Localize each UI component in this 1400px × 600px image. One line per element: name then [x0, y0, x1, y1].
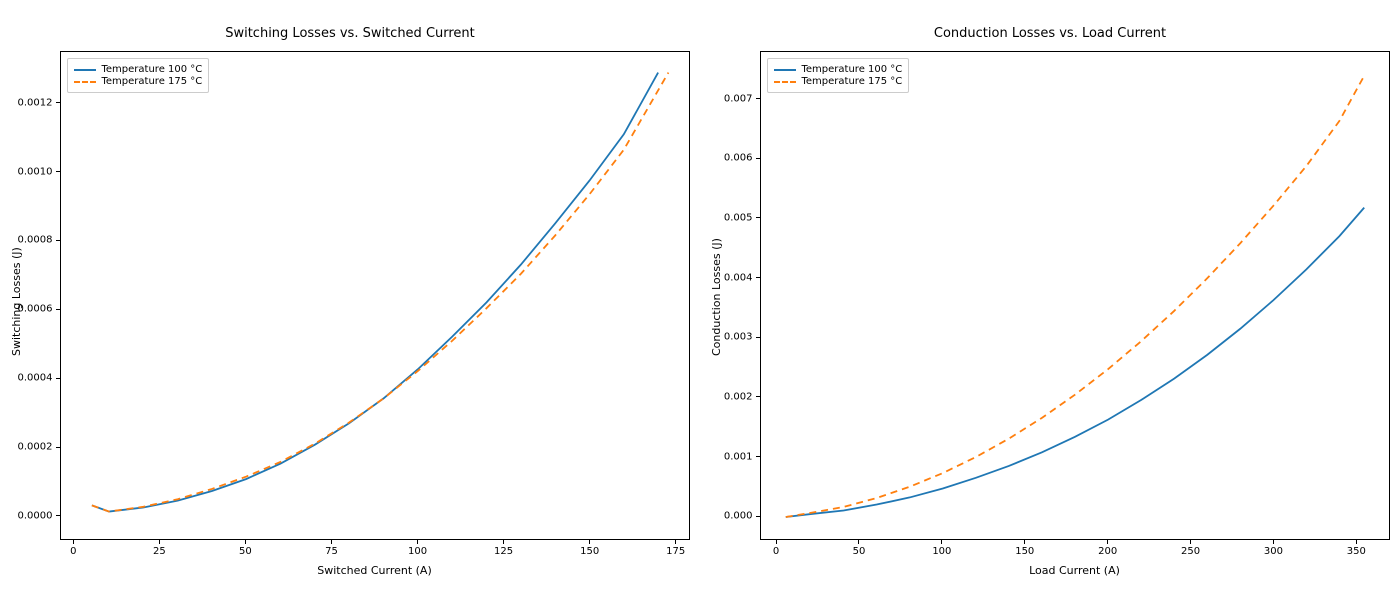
xtick-label: 350 — [1347, 546, 1366, 557]
ytick-mark — [56, 309, 60, 310]
xtick-mark — [776, 540, 777, 544]
ytick-mark — [56, 102, 60, 103]
y-axis-label: Switching Losses (J) — [10, 247, 23, 356]
ytick-mark — [56, 447, 60, 448]
xtick-label: 150 — [580, 546, 599, 557]
xtick-label: 75 — [325, 546, 338, 557]
legend-label: Temperature 175 °C — [102, 76, 203, 87]
ytick-label: 0.003 — [724, 332, 753, 343]
chart-title: Conduction Losses vs. Load Current — [700, 26, 1400, 41]
legend-item: Temperature 175 °C — [74, 76, 203, 87]
xtick-label: 100 — [408, 546, 427, 557]
ytick-mark — [756, 277, 760, 278]
ytick-label: 0.0012 — [18, 97, 53, 108]
xtick-label: 150 — [1015, 546, 1034, 557]
xtick-label: 25 — [153, 546, 166, 557]
legend: Temperature 100 °CTemperature 175 °C — [767, 58, 910, 93]
x-axis-label: Load Current (A) — [760, 564, 1390, 596]
plot-area — [61, 52, 689, 539]
ytick-mark — [56, 171, 60, 172]
xtick-label: 250 — [1181, 546, 1200, 557]
xtick-mark — [589, 540, 590, 544]
ytick-label: 0.006 — [724, 153, 753, 164]
ytick-mark — [56, 240, 60, 241]
ytick-label: 0.0002 — [18, 442, 53, 453]
x-axis-label: Switched Current (A) — [60, 564, 690, 596]
legend-label: Temperature 100 °C — [102, 64, 203, 75]
legend-swatch — [74, 69, 96, 71]
ytick-label: 0.005 — [724, 212, 753, 223]
axes: Temperature 100 °CTemperature 175 °C — [60, 51, 690, 540]
ytick-label: 0.002 — [724, 391, 753, 402]
legend-swatch — [74, 81, 96, 83]
legend-swatch — [774, 69, 796, 71]
legend-item: Temperature 175 °C — [774, 76, 903, 87]
xtick-label: 100 — [932, 546, 951, 557]
ytick-label: 0.0000 — [18, 510, 53, 521]
xtick-label: 200 — [1098, 546, 1117, 557]
xtick-mark — [1107, 540, 1108, 544]
chart-title: Switching Losses vs. Switched Current — [0, 26, 700, 41]
xtick-mark — [1190, 540, 1191, 544]
ytick-label: 0.004 — [724, 272, 753, 283]
xtick-mark — [1273, 540, 1274, 544]
ytick-label: 0.000 — [724, 511, 753, 522]
xtick-label: 50 — [239, 546, 252, 557]
xtick-mark — [1356, 540, 1357, 544]
ytick-label: 0.001 — [724, 451, 753, 462]
ytick-label: 0.0008 — [18, 235, 53, 246]
series-line-t100 — [785, 208, 1363, 517]
xtick-mark — [73, 540, 74, 544]
legend-swatch — [774, 81, 796, 83]
axes: Temperature 100 °CTemperature 175 °C — [760, 51, 1390, 540]
xtick-label: 300 — [1264, 546, 1283, 557]
legend: Temperature 100 °CTemperature 175 °C — [67, 58, 210, 93]
ytick-mark — [756, 217, 760, 218]
xtick-mark — [1024, 540, 1025, 544]
ytick-mark — [56, 378, 60, 379]
legend-item: Temperature 100 °C — [74, 64, 203, 75]
xtick-mark — [331, 540, 332, 544]
xtick-label: 50 — [853, 546, 866, 557]
ytick-mark — [56, 515, 60, 516]
series-line-t100 — [91, 73, 657, 512]
series-line-t175 — [91, 73, 668, 512]
xtick-mark — [858, 540, 859, 544]
figure: Switching Losses vs. Switched Current Tem… — [0, 0, 1400, 600]
ytick-mark — [756, 337, 760, 338]
xtick-mark — [675, 540, 676, 544]
ytick-label: 0.0004 — [18, 373, 53, 384]
xtick-mark — [503, 540, 504, 544]
plot-area — [761, 52, 1389, 539]
legend-label: Temperature 175 °C — [802, 76, 903, 87]
xtick-label: 125 — [494, 546, 513, 557]
ytick-label: 0.0010 — [18, 166, 53, 177]
ytick-mark — [756, 98, 760, 99]
ytick-mark — [756, 396, 760, 397]
ytick-label: 0.007 — [724, 93, 753, 104]
ytick-mark — [756, 158, 760, 159]
ytick-mark — [756, 456, 760, 457]
subplot-conduction: Conduction Losses vs. Load Current Temper… — [700, 0, 1400, 600]
xtick-mark — [417, 540, 418, 544]
xtick-mark — [941, 540, 942, 544]
legend-label: Temperature 100 °C — [802, 64, 903, 75]
subplot-switching: Switching Losses vs. Switched Current Tem… — [0, 0, 700, 600]
xtick-label: 0 — [773, 546, 779, 557]
y-axis-label: Conduction Losses (J) — [710, 238, 723, 356]
xtick-mark — [245, 540, 246, 544]
xtick-mark — [159, 540, 160, 544]
legend-item: Temperature 100 °C — [774, 64, 903, 75]
ytick-mark — [756, 516, 760, 517]
xtick-label: 175 — [666, 546, 685, 557]
xtick-label: 0 — [70, 546, 76, 557]
